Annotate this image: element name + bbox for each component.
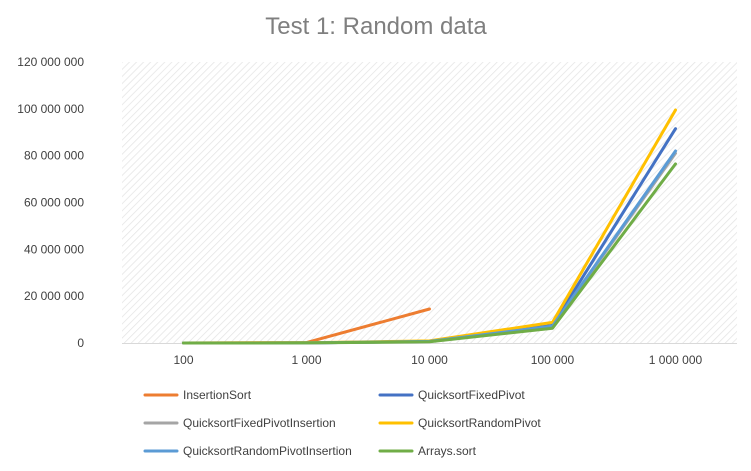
legend-label: InsertionSort [183, 388, 252, 402]
x-tick-label: 1 000 [291, 353, 321, 367]
legend: InsertionSort QuicksortFixedPivot Quicksor… [143, 388, 541, 458]
series-line-arrays-sort [182, 162, 677, 345]
x-tick-label: 100 000 [531, 353, 575, 367]
plot-area [122, 62, 737, 343]
series-lines [182, 108, 677, 345]
legend-item: InsertionSort [143, 388, 252, 402]
legend-item: Arrays.sort [378, 444, 477, 458]
y-tick-label: 40 000 000 [24, 242, 84, 256]
y-axis: 0 20 000 000 40 000 000 60 000 000 80 000 00… [17, 55, 84, 350]
y-tick-label: 0 [77, 336, 84, 350]
legend-item: QuicksortFixedPivotInsertion [143, 416, 336, 430]
x-tick-label: 10 000 [411, 353, 448, 367]
legend-label: QuicksortRandomPivot [418, 416, 541, 430]
x-tick-label: 100 [173, 353, 193, 367]
y-tick-label: 120 000 000 [17, 55, 84, 69]
legend-item: QuicksortFixedPivot [378, 388, 525, 402]
legend-item: QuicksortRandomPivot [378, 416, 541, 430]
x-tick-label: 1 000 000 [649, 353, 703, 367]
legend-label: Arrays.sort [418, 444, 477, 458]
y-tick-label: 80 000 000 [24, 149, 84, 163]
legend-label: QuicksortFixedPivot [418, 388, 525, 402]
y-tick-label: 20 000 000 [24, 289, 84, 303]
chart-title: Test 1: Random data [265, 13, 487, 40]
legend-label: QuicksortFixedPivotInsertion [183, 416, 336, 430]
y-tick-label: 100 000 000 [17, 102, 84, 116]
x-axis: 100 1 000 10 000 100 000 1 000 000 [122, 343, 737, 367]
legend-label: QuicksortRandomPivotInsertion [183, 444, 352, 458]
y-tick-label: 60 000 000 [24, 196, 84, 210]
legend-item: QuicksortRandomPivotInsertion [143, 444, 352, 458]
